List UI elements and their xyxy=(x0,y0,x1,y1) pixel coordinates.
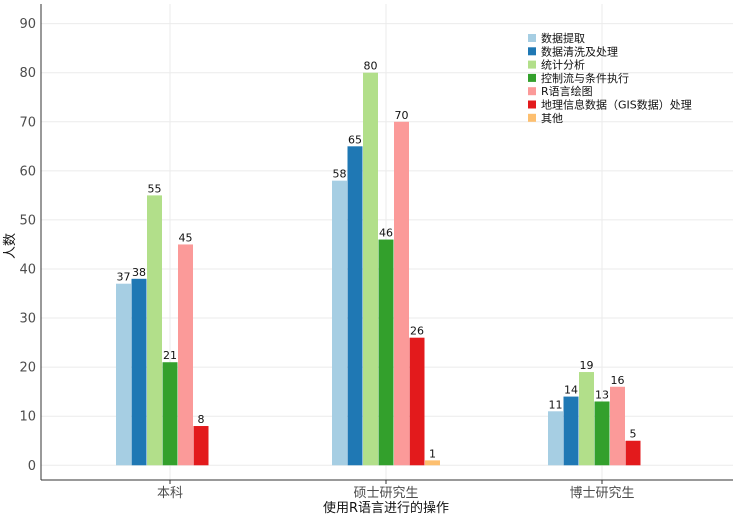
legend-label: 控制流与条件执行 xyxy=(541,71,629,85)
legend-label: R语言绘图 xyxy=(541,84,593,98)
y-axis-title: 人数 xyxy=(3,233,18,259)
bar-value-label: 26 xyxy=(410,325,424,338)
y-tick-label: 60 xyxy=(19,164,36,179)
x-tick-label: 博士研究生 xyxy=(569,486,634,501)
bar xyxy=(193,426,209,466)
legend-swatch xyxy=(528,47,536,56)
bar xyxy=(394,121,409,466)
bar-value-label: 13 xyxy=(595,388,609,401)
axes-layer: 0 10 20 30 40 50 60 70 80 90 本科 硕士研究生 博士研究生 xyxy=(19,4,733,501)
bar-value-label: 1 xyxy=(429,447,436,460)
y-tick-label: 90 xyxy=(19,17,36,32)
y-tick-label: 30 xyxy=(19,312,36,327)
legend-swatch xyxy=(528,73,536,82)
bar-value-label: 16 xyxy=(611,374,625,387)
legend: 数据提取数据清洗及处理统计分析控制流与条件执行R语言绘图地理信息数据（GIS数据… xyxy=(528,31,692,125)
bar xyxy=(378,239,394,466)
legend-swatch xyxy=(528,60,536,69)
bar xyxy=(363,72,378,466)
legend-label: 地理信息数据（GIS数据）处理 xyxy=(541,98,692,112)
bars-layer xyxy=(116,72,641,466)
bar-value-label: 70 xyxy=(395,109,409,122)
legend-swatch xyxy=(528,100,536,109)
bar xyxy=(409,337,425,466)
bar-value-label: 5 xyxy=(630,428,637,441)
y-tick-label: 10 xyxy=(19,410,36,425)
bar xyxy=(610,386,625,466)
y-tick-label: 40 xyxy=(19,262,36,277)
y-tick-label: 0 xyxy=(28,459,36,474)
bar-value-label: 14 xyxy=(564,384,578,397)
bar-value-label: 45 xyxy=(179,231,193,244)
bar-value-label: 21 xyxy=(163,349,177,362)
bar xyxy=(131,278,147,466)
bar xyxy=(178,244,193,466)
y-tick-label: 70 xyxy=(19,115,36,130)
bar xyxy=(147,195,162,466)
legend-swatch xyxy=(528,113,536,122)
bar xyxy=(162,362,178,466)
bar-value-label: 38 xyxy=(132,266,146,279)
bar-value-label: 80 xyxy=(364,60,378,73)
legend-swatch xyxy=(528,34,536,42)
bar-value-label: 65 xyxy=(348,133,362,146)
bar xyxy=(625,440,641,466)
bar-value-label: 46 xyxy=(379,227,393,240)
legend-swatch xyxy=(528,87,536,96)
bar xyxy=(594,401,610,466)
bar-value-label: 8 xyxy=(198,413,205,426)
bar-value-label: 19 xyxy=(580,359,594,372)
bar xyxy=(332,180,347,466)
bar xyxy=(347,146,363,466)
legend-label: 数据提取 xyxy=(541,31,585,45)
bar-value-label: 11 xyxy=(549,398,563,411)
x-axis-title: 使用R语言进行的操作 xyxy=(323,500,449,516)
bar-value-label: 55 xyxy=(148,182,162,195)
legend-label: 其他 xyxy=(541,112,563,125)
bar-value-label: 58 xyxy=(333,168,347,181)
bar xyxy=(116,283,131,466)
bar xyxy=(548,411,563,466)
legend-label: 数据清洗及处理 xyxy=(541,44,618,58)
bar xyxy=(579,372,594,466)
bar-value-label: 37 xyxy=(117,271,131,284)
y-tick-label: 20 xyxy=(19,361,36,376)
x-tick-label: 本科 xyxy=(157,486,183,501)
y-tick-label: 80 xyxy=(19,66,36,81)
y-tick-label: 50 xyxy=(19,213,36,228)
bar xyxy=(563,396,579,466)
bar xyxy=(425,460,440,466)
x-tick-label: 硕士研究生 xyxy=(353,486,418,501)
legend-label: 统计分析 xyxy=(541,58,585,72)
